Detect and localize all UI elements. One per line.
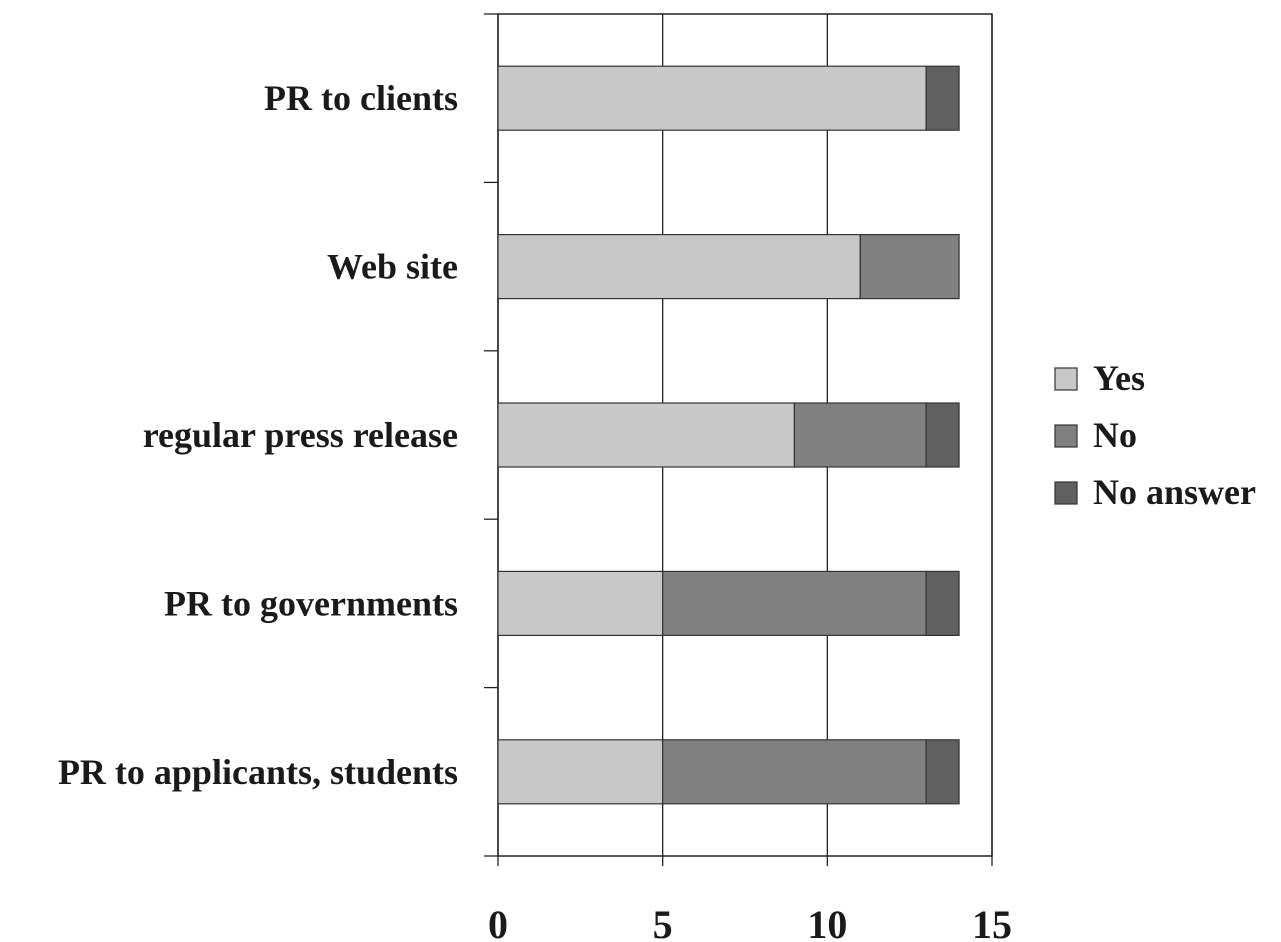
category-label: PR to clients — [264, 78, 458, 118]
category-labels: PR to clients Web site regular press relea… — [58, 78, 458, 792]
x-tick-label: 5 — [653, 902, 673, 942]
bar-yes — [497, 570, 664, 637]
legend-swatch — [1054, 424, 1078, 448]
category-label: regular press release — [143, 415, 458, 455]
bar-no — [662, 739, 927, 805]
bar-yes — [497, 739, 664, 805]
bar-yes — [497, 234, 861, 300]
x-tick-label: 15 — [972, 902, 1012, 942]
bar-no-answer — [925, 402, 960, 468]
legend-label: No answer — [1093, 472, 1256, 512]
category-label: PR to applicants, students — [58, 752, 458, 792]
bar-no-answer — [925, 739, 960, 805]
legend-label: No — [1093, 415, 1137, 455]
bar-yes — [497, 65, 927, 131]
bar-no — [793, 402, 927, 468]
bar-yes — [497, 402, 795, 468]
bar-no-answer — [925, 65, 960, 131]
legend-swatch — [1054, 481, 1078, 505]
x-axis-ticks: 0 5 10 15 — [488, 902, 1012, 942]
x-tick-label: 10 — [807, 902, 847, 942]
category-label: Web site — [327, 247, 458, 287]
category-label: PR to governments — [164, 583, 458, 623]
bar-no-answer — [925, 570, 960, 637]
legend-label: Yes — [1093, 358, 1145, 398]
legend: Yes No No answer — [1054, 358, 1256, 512]
legend-swatch — [1054, 367, 1078, 391]
bar-no — [859, 234, 960, 300]
x-tick-label: 0 — [488, 902, 508, 942]
bar-no — [662, 570, 927, 637]
bars — [497, 65, 960, 805]
